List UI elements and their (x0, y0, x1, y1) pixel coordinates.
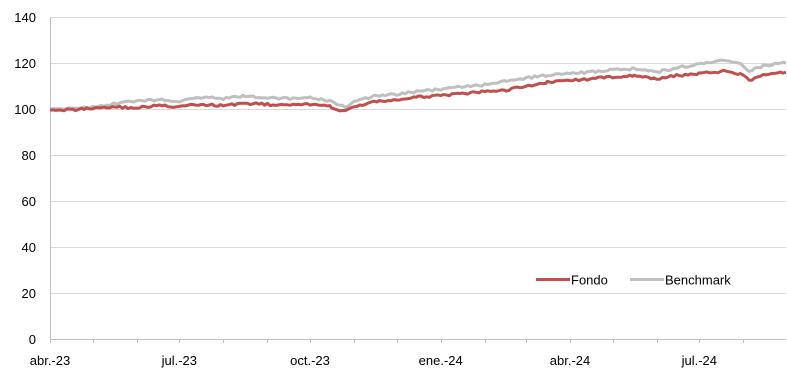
legend-item-fondo: Fondo (536, 273, 608, 288)
legend-label: Benchmark (665, 273, 731, 288)
y-tick-label: 20 (22, 286, 36, 301)
x-tick-label: jul.-24 (681, 353, 717, 368)
gridlines (50, 17, 786, 294)
legend-label: Fondo (571, 273, 608, 288)
y-tick-label: 80 (22, 148, 36, 163)
y-tick-label: 140 (14, 10, 36, 25)
y-tick-label: 40 (22, 240, 36, 255)
x-tick-label: abr.-24 (550, 353, 590, 368)
legend: Fondo Benchmark (536, 273, 731, 288)
series-line-benchmark (49, 58, 787, 111)
y-tick-label: 120 (14, 56, 36, 71)
x-tick-label: abr.-23 (30, 353, 70, 368)
x-tick-label: ene.-24 (419, 353, 463, 368)
legend-item-benchmark: Benchmark (630, 273, 731, 288)
axes (50, 17, 786, 343)
series-lines (49, 58, 787, 113)
series-line-fondo (49, 68, 787, 113)
y-tick-labels: 0 20 40 60 80 100 120 140 (14, 10, 36, 347)
y-tick-label: 60 (22, 194, 36, 209)
y-tick-label: 0 (29, 332, 36, 347)
x-tick-labels: abr.-23 jul.-23 oct.-23 ene.-24 abr.-24 jul.-… (30, 353, 717, 368)
x-tick-label: jul.-23 (161, 353, 197, 368)
x-tick-label: oct.-23 (290, 353, 330, 368)
y-tick-label: 100 (14, 102, 36, 117)
